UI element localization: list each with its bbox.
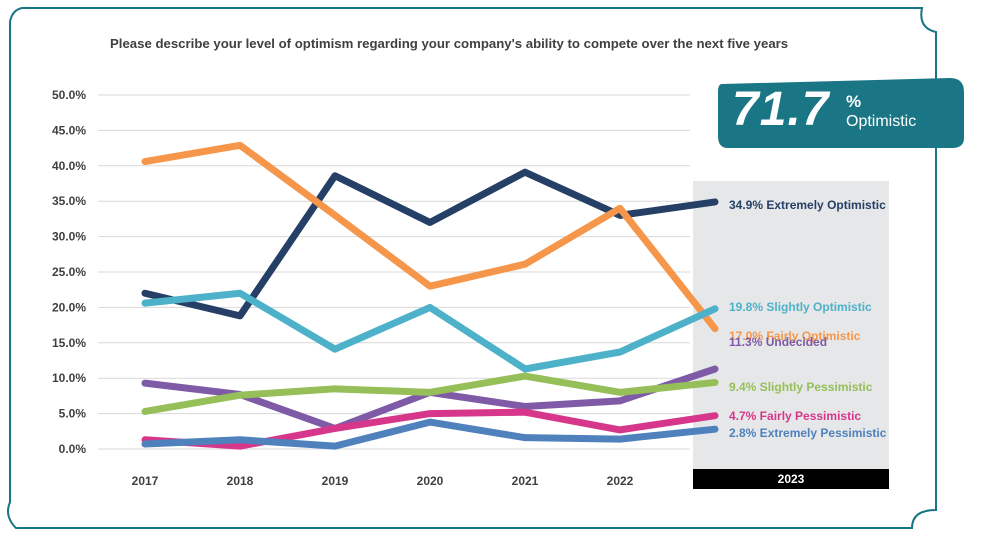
y-tick-label: 10.0% xyxy=(52,371,86,385)
y-tick-label: 45.0% xyxy=(52,123,86,137)
x-tick-label: 2017 xyxy=(132,474,159,488)
x-tick-label: 2022 xyxy=(607,474,634,488)
end-label-fairly-optimistic: 17.0% Fairly Optimistic xyxy=(729,329,861,343)
series-lines xyxy=(141,141,719,450)
badge-value: 71.7 xyxy=(732,83,830,136)
y-tick-label: 5.0% xyxy=(59,407,87,421)
series-line-slightly-pessimistic xyxy=(141,372,719,415)
y-tick-label: 30.0% xyxy=(52,230,86,244)
y-tick-label: 25.0% xyxy=(52,265,86,279)
y-tick-label: 20.0% xyxy=(52,300,86,314)
series-line-extremely-pessimistic xyxy=(141,418,719,450)
series-line-fairly-optimistic xyxy=(141,141,719,333)
series-line-slightly-optimistic xyxy=(141,289,719,373)
highlight-column-bg xyxy=(693,181,889,469)
badge-percent-sign: % xyxy=(846,92,862,111)
end-label-undecided: 11.3% Undecided xyxy=(729,335,827,349)
x-tick-label: 2021 xyxy=(512,474,539,488)
chart-title: Please describe your level of optimism r… xyxy=(110,36,789,51)
x-tick-label: 2019 xyxy=(322,474,349,488)
badge-label: Optimistic xyxy=(846,113,917,130)
end-label-extremely-optimistic: 34.9% Extremely Optimistic xyxy=(729,198,886,212)
x-tick-label-highlight: 2023 xyxy=(778,472,805,486)
series-line-extremely-optimistic xyxy=(141,168,719,320)
y-tick-label: 0.0% xyxy=(59,442,87,456)
gridlines xyxy=(98,94,690,450)
y-axis-ticks: 0.0% 5.0% 10.0% 15.0% 20.0% 25.0% 30.0% 35.0% 40… xyxy=(52,88,86,456)
x-axis-ticks: 2017 2018 2019 2020 2021 2022 2023 xyxy=(132,472,805,488)
optimistic-badge xyxy=(718,78,964,148)
end-label-slightly-pessimistic: 9.4% Slightly Pessimistic xyxy=(729,380,873,394)
series-end-labels: 34.9% Extremely Optimistic 17.0% Fairly O… xyxy=(729,198,887,440)
end-label-extremely-pessimistic: 2.8% Extremely Pessimistic xyxy=(729,426,887,440)
y-tick-label: 50.0% xyxy=(52,88,86,102)
series-line-fairly-pessimistic xyxy=(141,408,719,450)
x-tick-label: 2018 xyxy=(227,474,254,488)
highlight-column-footer xyxy=(693,469,889,489)
highlight-2023-column xyxy=(693,181,889,489)
y-tick-label: 15.0% xyxy=(52,336,86,350)
y-tick-label: 35.0% xyxy=(52,194,86,208)
end-label-slightly-optimistic: 19.8% Slightly Optimistic xyxy=(729,300,872,314)
end-label-fairly-pessimistic: 4.7% Fairly Pessimistic xyxy=(729,409,861,423)
y-tick-label: 40.0% xyxy=(52,159,86,173)
x-tick-label: 2020 xyxy=(417,474,444,488)
